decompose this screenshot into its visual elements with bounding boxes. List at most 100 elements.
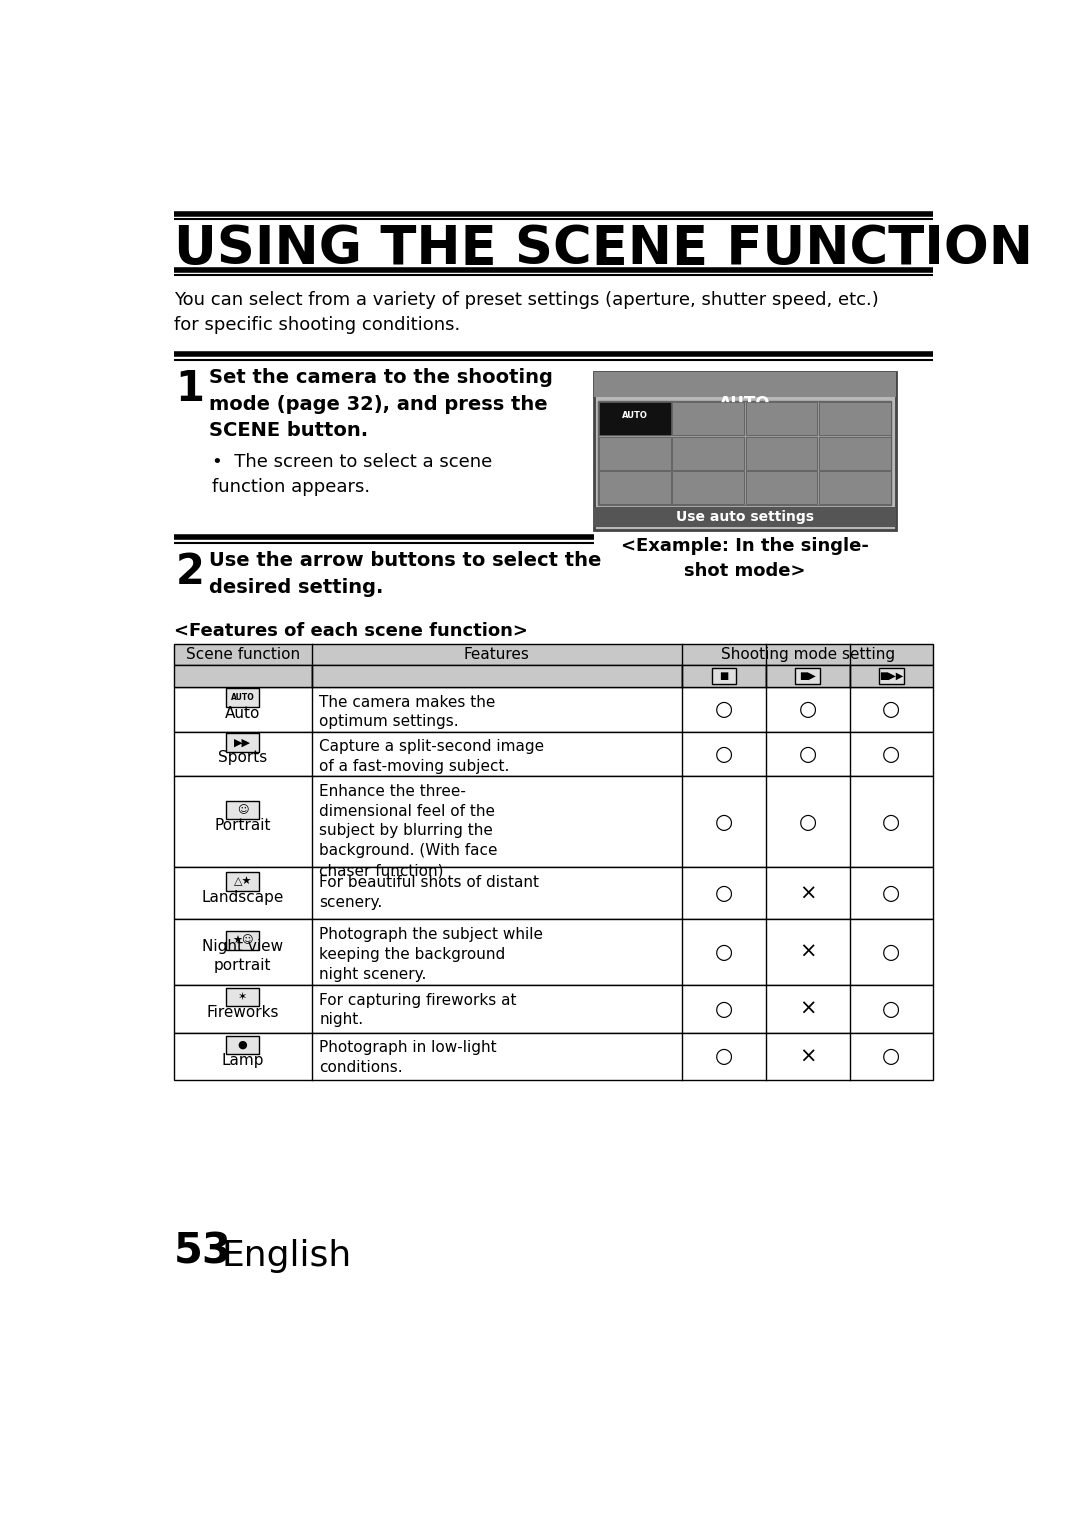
Bar xyxy=(227,1036,259,1054)
Text: ■▶: ■▶ xyxy=(799,671,816,681)
Text: AUTO: AUTO xyxy=(622,411,648,420)
Text: ○: ○ xyxy=(882,744,901,764)
Bar xyxy=(227,802,259,820)
Text: 2: 2 xyxy=(175,551,204,593)
Text: ✶: ✶ xyxy=(238,992,247,1002)
Text: ○: ○ xyxy=(715,941,733,963)
Text: Portrait: Portrait xyxy=(215,818,271,834)
Text: Landscape: Landscape xyxy=(202,890,284,905)
Text: ○: ○ xyxy=(715,700,733,719)
Bar xyxy=(599,437,671,470)
Bar xyxy=(227,689,259,707)
Text: ☺: ☺ xyxy=(237,805,248,815)
Text: Lamp: Lamp xyxy=(221,1053,264,1068)
Text: You can select from a variety of preset settings (aperture, shutter speed, etc.): You can select from a variety of preset … xyxy=(174,291,878,335)
Text: ○: ○ xyxy=(882,941,901,963)
Bar xyxy=(227,989,259,1007)
Text: USING THE SCENE FUNCTION: USING THE SCENE FUNCTION xyxy=(174,224,1032,275)
Text: •  The screen to select a scene
function appears.: • The screen to select a scene function … xyxy=(213,453,492,496)
Text: Enhance the three-
dimensional feel of the
subject by blurring the
background. (: Enhance the three- dimensional feel of t… xyxy=(320,783,498,878)
Text: ●: ● xyxy=(238,1040,247,1049)
Text: ×: × xyxy=(799,999,816,1019)
Text: 53: 53 xyxy=(174,1230,231,1273)
Text: ★☺: ★☺ xyxy=(232,935,254,946)
Text: Night view
portrait: Night view portrait xyxy=(202,938,283,973)
Text: English: English xyxy=(221,1238,352,1273)
Text: Sports: Sports xyxy=(218,750,268,765)
Text: 1: 1 xyxy=(175,368,204,411)
Text: ▶▶: ▶▶ xyxy=(234,738,252,747)
Text: Use auto settings: Use auto settings xyxy=(676,510,814,523)
Text: For capturing fireworks at
night.: For capturing fireworks at night. xyxy=(320,993,517,1027)
Text: ○: ○ xyxy=(882,700,901,719)
Text: ○: ○ xyxy=(715,812,733,832)
Bar xyxy=(673,437,744,470)
Text: Auto: Auto xyxy=(225,706,260,721)
Bar xyxy=(174,1033,933,1080)
Text: The camera makes the
optimum settings.: The camera makes the optimum settings. xyxy=(320,695,496,730)
Bar xyxy=(850,665,933,687)
Bar xyxy=(174,732,933,776)
Bar xyxy=(227,873,259,891)
Text: For beautiful shots of distant
scenery.: For beautiful shots of distant scenery. xyxy=(320,875,539,910)
Text: ×: × xyxy=(799,941,816,963)
Bar xyxy=(879,668,904,684)
Text: AUTO: AUTO xyxy=(231,694,255,703)
Bar xyxy=(683,665,766,687)
Text: Fireworks: Fireworks xyxy=(206,1005,279,1021)
Bar xyxy=(174,687,933,732)
Text: ○: ○ xyxy=(798,812,816,832)
Text: ×: × xyxy=(799,1046,816,1066)
Bar xyxy=(766,665,850,687)
Bar xyxy=(174,867,933,919)
Text: Use the arrow buttons to select the
desired setting.: Use the arrow buttons to select the desi… xyxy=(208,551,600,596)
Bar xyxy=(819,472,891,505)
Bar xyxy=(673,472,744,505)
Bar xyxy=(174,986,933,1033)
Bar xyxy=(745,472,818,505)
Text: ○: ○ xyxy=(715,744,733,764)
Text: ○: ○ xyxy=(715,884,733,903)
Bar xyxy=(599,402,671,435)
Text: Shooting mode setting: Shooting mode setting xyxy=(720,646,894,662)
Bar xyxy=(174,919,933,986)
Text: Set the camera to the shooting
mode (page 32), and press the
SCENE button.: Set the camera to the shooting mode (pag… xyxy=(208,368,553,440)
Text: ■: ■ xyxy=(719,671,729,681)
Bar xyxy=(227,931,259,949)
Bar xyxy=(174,643,933,665)
Text: ○: ○ xyxy=(882,999,901,1019)
Text: ○: ○ xyxy=(715,1046,733,1066)
Text: ×: × xyxy=(799,884,816,903)
Bar xyxy=(599,472,671,505)
Text: <Features of each scene function>: <Features of each scene function> xyxy=(174,622,528,640)
Text: Photograph in low-light
conditions.: Photograph in low-light conditions. xyxy=(320,1040,497,1075)
Bar xyxy=(745,402,818,435)
Text: ■▶▶: ■▶▶ xyxy=(879,671,904,681)
Bar xyxy=(795,668,820,684)
Text: <Example: In the single-
shot mode>: <Example: In the single- shot mode> xyxy=(621,537,869,581)
Text: Photograph the subject while
keeping the background
night scenery.: Photograph the subject while keeping the… xyxy=(320,928,543,981)
Bar xyxy=(594,506,896,526)
Text: ○: ○ xyxy=(882,1046,901,1066)
Bar xyxy=(673,402,744,435)
Bar xyxy=(598,402,891,505)
Bar xyxy=(712,668,737,684)
Text: AUTO: AUTO xyxy=(719,395,771,414)
Text: Capture a split-second image
of a fast-moving subject.: Capture a split-second image of a fast-m… xyxy=(320,739,544,774)
Bar xyxy=(594,373,896,397)
Bar xyxy=(174,776,933,867)
Bar xyxy=(227,733,259,751)
Text: Features: Features xyxy=(464,646,530,662)
Text: ○: ○ xyxy=(715,999,733,1019)
Bar xyxy=(819,437,891,470)
Bar xyxy=(312,665,683,687)
Bar xyxy=(174,665,312,687)
Bar xyxy=(745,437,818,470)
Text: Scene function: Scene function xyxy=(186,646,300,662)
Text: ○: ○ xyxy=(798,744,816,764)
Text: ○: ○ xyxy=(798,700,816,719)
Text: ○: ○ xyxy=(882,812,901,832)
Bar xyxy=(594,373,896,529)
Bar xyxy=(819,402,891,435)
Text: ○: ○ xyxy=(882,884,901,903)
